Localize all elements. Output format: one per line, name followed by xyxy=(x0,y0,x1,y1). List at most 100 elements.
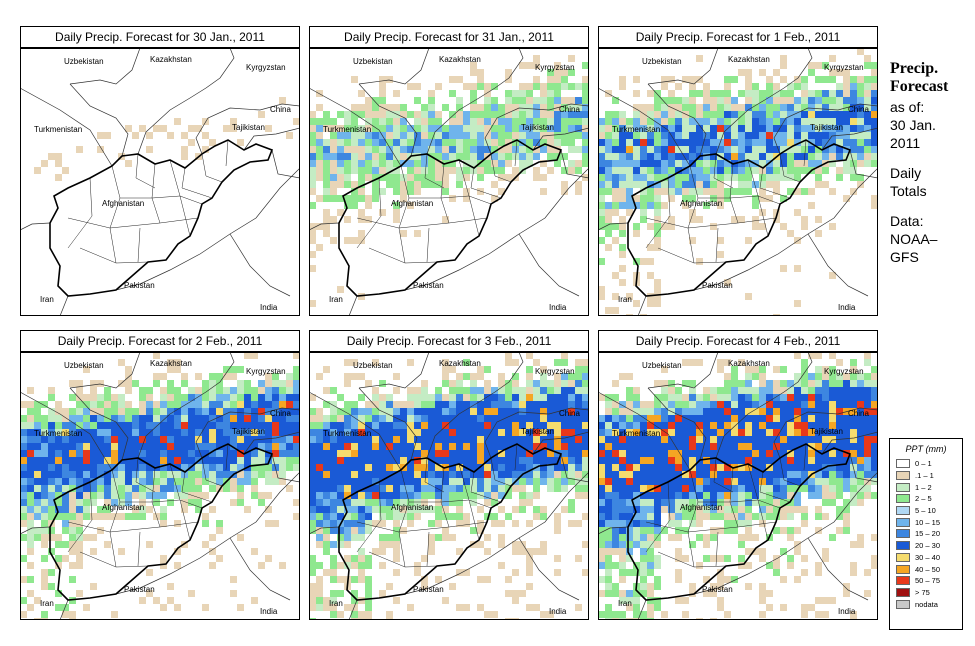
precip-cell xyxy=(808,387,815,394)
precip-cell xyxy=(344,541,351,548)
precip-cell xyxy=(703,415,710,422)
precip-cell xyxy=(717,415,724,422)
precip-cell xyxy=(682,359,689,366)
precip-cell xyxy=(76,422,83,429)
precip-cell xyxy=(633,230,640,237)
precip-cell xyxy=(759,590,766,597)
precip-cell xyxy=(857,146,864,153)
precip-cell xyxy=(605,576,612,583)
precip-cell xyxy=(640,562,647,569)
precip-cell xyxy=(689,394,696,401)
precip-cell xyxy=(230,576,237,583)
precip-cell xyxy=(547,139,554,146)
precip-cell xyxy=(470,401,477,408)
precip-cell xyxy=(619,230,626,237)
precip-cell xyxy=(829,97,836,104)
precip-cell xyxy=(540,513,547,520)
precip-cell xyxy=(633,408,640,415)
precip-cell xyxy=(619,167,626,174)
precip-cell xyxy=(181,373,188,380)
precip-cell xyxy=(682,478,689,485)
precip-cell xyxy=(421,111,428,118)
label-china: China xyxy=(848,409,869,418)
precip-cell xyxy=(519,436,526,443)
precip-cell xyxy=(491,387,498,394)
precip-cell xyxy=(738,69,745,76)
legend-item: 20 – 30 xyxy=(896,540,962,552)
precip-cell xyxy=(351,471,358,478)
precip-cell xyxy=(379,90,386,97)
precip-cell xyxy=(857,534,864,541)
precip-cell xyxy=(69,422,76,429)
precip-cell xyxy=(309,471,316,478)
precip-cell xyxy=(421,181,428,188)
precip-cell xyxy=(174,457,181,464)
precip-cell xyxy=(633,90,640,97)
precip-cell xyxy=(717,160,724,167)
afghanistan-border xyxy=(49,139,274,297)
precip-cell xyxy=(582,443,589,450)
precip-cell xyxy=(561,401,568,408)
precip-cell xyxy=(174,366,181,373)
province-border xyxy=(137,531,141,567)
precip-cell xyxy=(442,380,449,387)
precip-cell xyxy=(815,408,822,415)
precip-cell xyxy=(146,478,153,485)
precip-cell xyxy=(540,506,547,513)
precip-cell xyxy=(871,471,878,478)
precip-cell xyxy=(358,237,365,244)
precip-cell xyxy=(752,104,759,111)
precip-cell xyxy=(358,293,365,300)
precip-cell xyxy=(738,153,745,160)
precip-cell xyxy=(379,534,386,541)
precip-cell xyxy=(696,450,703,457)
precip-cell xyxy=(470,408,477,415)
precip-cell xyxy=(808,415,815,422)
precip-cell xyxy=(801,118,808,125)
precip-cell xyxy=(829,597,836,604)
precip-cell xyxy=(731,366,738,373)
precip-cell xyxy=(801,471,808,478)
precip-cell xyxy=(34,499,41,506)
precip-cell xyxy=(843,373,850,380)
precip-cell xyxy=(421,167,428,174)
precip-cell xyxy=(118,401,125,408)
precip-cell xyxy=(244,429,251,436)
legend-swatch xyxy=(896,576,910,586)
precip-cell xyxy=(477,146,484,153)
precip-cell xyxy=(393,443,400,450)
precip-cell xyxy=(654,279,661,286)
precip-cell xyxy=(258,401,265,408)
precip-cell xyxy=(724,83,731,90)
precip-cell xyxy=(491,408,498,415)
precip-cell xyxy=(568,499,575,506)
precip-cell xyxy=(731,373,738,380)
precip-cell xyxy=(745,429,752,436)
precip-cell xyxy=(745,111,752,118)
precip-cell xyxy=(829,55,836,62)
precip-cell xyxy=(153,415,160,422)
precip-cell xyxy=(505,387,512,394)
precip-cell xyxy=(717,513,724,520)
precip-cell xyxy=(738,167,745,174)
precip-cell xyxy=(682,443,689,450)
precip-cell xyxy=(598,478,605,485)
precip-cell xyxy=(379,415,386,422)
precip-cell xyxy=(598,492,605,499)
precip-cell xyxy=(794,111,801,118)
precip-cell xyxy=(330,436,337,443)
precip-cell xyxy=(463,359,470,366)
precip-cell xyxy=(731,76,738,83)
precip-cell xyxy=(640,429,647,436)
label-kazakhstan: Kazakhstan xyxy=(439,359,481,368)
label-pakistan: Pakistan xyxy=(702,281,733,290)
precip-cell xyxy=(323,429,330,436)
precip-cell xyxy=(414,181,421,188)
precip-cell xyxy=(358,415,365,422)
precip-cell xyxy=(843,76,850,83)
precip-cell xyxy=(710,97,717,104)
precip-cell xyxy=(104,429,111,436)
label-tajikistan: Tajikistan xyxy=(810,427,843,436)
precip-cell xyxy=(153,450,160,457)
precip-cell xyxy=(181,408,188,415)
